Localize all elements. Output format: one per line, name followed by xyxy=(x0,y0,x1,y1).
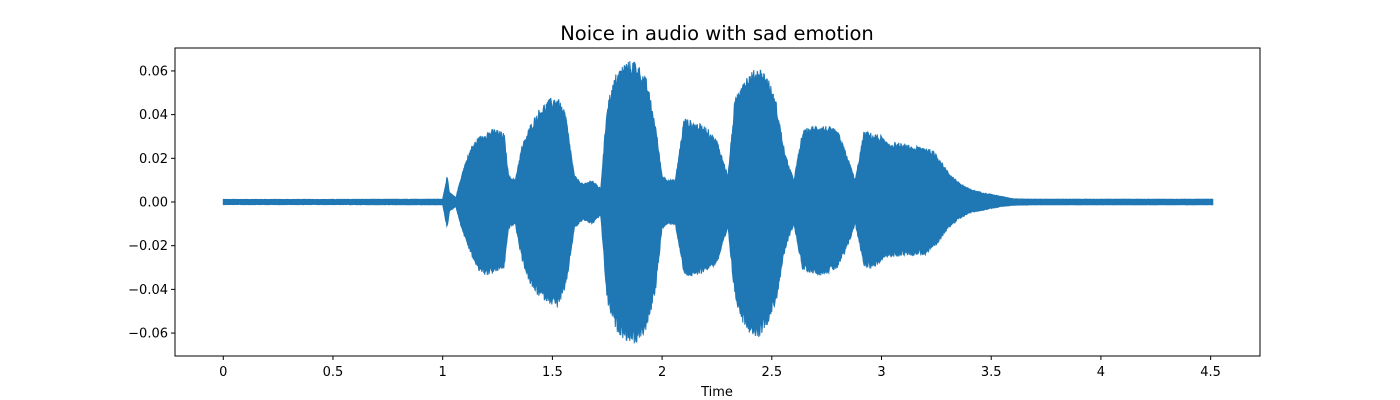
chart-title: Noice in audio with sad emotion xyxy=(560,22,874,45)
x-axis: 0 0.5 1 1.5 2 2.5 3 3.5 4 4.5 xyxy=(219,356,1221,380)
y-tick-label: 0.00 xyxy=(139,196,168,211)
x-tick-label: 0 xyxy=(219,365,227,380)
y-tick-label: −0.04 xyxy=(128,283,168,298)
x-tick-label: 1 xyxy=(439,365,447,380)
y-tick-label: −0.02 xyxy=(128,239,168,254)
y-tick-label: 0.02 xyxy=(139,152,168,167)
y-tick-label: 0.06 xyxy=(139,64,168,79)
y-tick-label: 0.04 xyxy=(139,108,168,123)
y-tick-label: −0.06 xyxy=(128,327,168,342)
x-tick-label: 2 xyxy=(658,365,666,380)
x-tick-label: 4.5 xyxy=(1200,365,1221,380)
x-tick-label: 4 xyxy=(1097,365,1105,380)
x-tick-label: 1.5 xyxy=(542,365,563,380)
plot-area xyxy=(222,61,1214,344)
x-tick-label: 3 xyxy=(877,365,885,380)
waveform-series-0 xyxy=(222,61,1214,344)
x-tick-label: 2.5 xyxy=(761,365,782,380)
x-axis-label: Time xyxy=(700,385,733,400)
x-tick-label: 3.5 xyxy=(981,365,1002,380)
x-tick-label: 0.5 xyxy=(323,365,344,380)
y-axis: 0.06 0.04 0.02 0.00 −0.02 −0.04 −0.06 xyxy=(128,64,175,342)
